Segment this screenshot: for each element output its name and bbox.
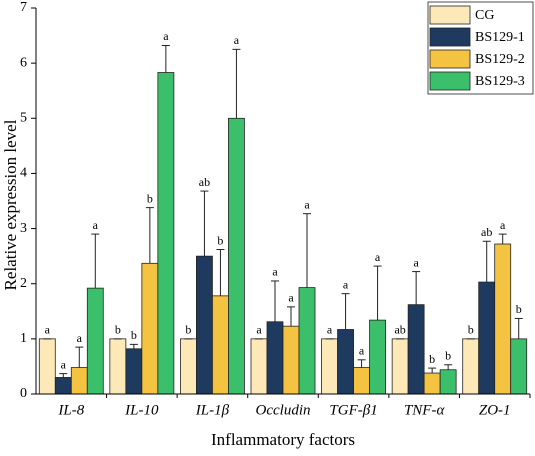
significance-label: a xyxy=(163,29,169,43)
x-tick-label: Occludin xyxy=(256,402,311,418)
legend-label: BS129-1 xyxy=(475,30,525,45)
y-axis-title: Relative expression level xyxy=(1,119,20,290)
bar xyxy=(196,255,213,395)
bar xyxy=(180,338,197,395)
x-tick-label: ZO-1 xyxy=(479,402,511,418)
significance-label: a xyxy=(93,218,99,232)
significance-label: b xyxy=(185,323,191,337)
x-tick-label: TNF-α xyxy=(404,402,446,418)
y-tick-label: 7 xyxy=(20,0,27,15)
significance-label: a xyxy=(234,33,240,47)
y-tick-label: 6 xyxy=(20,55,27,70)
bar xyxy=(298,287,316,395)
bar xyxy=(494,243,512,395)
significance-label: b xyxy=(468,323,474,337)
y-tick-label: 5 xyxy=(20,111,27,126)
bar xyxy=(423,372,441,395)
x-axis-title: Inflammatory factors xyxy=(211,430,355,449)
significance-label: a xyxy=(77,331,83,345)
significance-label: b xyxy=(115,323,121,337)
bar xyxy=(109,338,127,395)
y-tick-label: 1 xyxy=(20,331,27,346)
significance-label: a xyxy=(500,218,506,232)
legend-label: BS129-2 xyxy=(475,52,525,67)
bar xyxy=(282,325,300,395)
bar xyxy=(321,338,338,395)
significance-label: a xyxy=(288,291,294,305)
bar xyxy=(391,338,409,395)
significance-label: b xyxy=(217,233,223,247)
significance-label: b xyxy=(131,328,137,342)
significance-label: a xyxy=(327,323,333,337)
significance-label: b xyxy=(516,302,522,316)
bar xyxy=(228,117,245,395)
x-tick-label: TGF-β1 xyxy=(329,402,377,418)
bar xyxy=(212,295,229,395)
bar xyxy=(54,377,72,395)
legend-swatch xyxy=(429,27,471,47)
x-tick-label: IL-8 xyxy=(57,402,84,418)
significance-label: a xyxy=(45,323,51,337)
significance-label: a xyxy=(359,344,365,358)
y-tick-label: 2 xyxy=(20,276,27,291)
x-tick-label: IL-1β xyxy=(195,402,230,418)
bar xyxy=(407,304,425,395)
significance-label: a xyxy=(61,357,67,371)
bar xyxy=(38,338,56,395)
significance-label: b xyxy=(147,191,153,205)
y-tick-label: 0 xyxy=(20,386,27,401)
bar xyxy=(250,338,268,395)
legend-label: BS129-3 xyxy=(475,74,525,89)
bar xyxy=(70,367,88,395)
significance-label: a xyxy=(304,197,310,211)
bar xyxy=(510,338,528,395)
significance-label: a xyxy=(256,323,262,337)
significance-label: b xyxy=(445,349,451,363)
legend-label: CG xyxy=(475,8,494,23)
significance-label: b xyxy=(429,352,435,366)
bar xyxy=(337,329,354,395)
y-tick-label: 4 xyxy=(20,166,27,181)
significance-label: ab xyxy=(394,323,405,337)
legend-swatch xyxy=(429,71,471,91)
bar xyxy=(353,367,370,395)
bar xyxy=(439,369,457,395)
legend-swatch xyxy=(429,5,471,25)
significance-label: ab xyxy=(481,225,492,239)
y-tick-label: 3 xyxy=(20,221,27,236)
legend-swatch xyxy=(429,49,471,69)
bar xyxy=(266,321,284,395)
significance-label: a xyxy=(413,255,419,269)
significance-label: a xyxy=(375,250,381,264)
bar xyxy=(462,338,480,395)
x-tick-label: IL-10 xyxy=(124,402,159,418)
significance-label: a xyxy=(272,265,278,279)
bar xyxy=(369,319,386,395)
bar xyxy=(478,281,496,395)
significance-label: ab xyxy=(199,175,210,189)
bar xyxy=(86,287,104,395)
bar xyxy=(125,348,143,395)
bar xyxy=(157,72,175,395)
bar xyxy=(141,262,159,395)
significance-label: a xyxy=(343,277,349,291)
